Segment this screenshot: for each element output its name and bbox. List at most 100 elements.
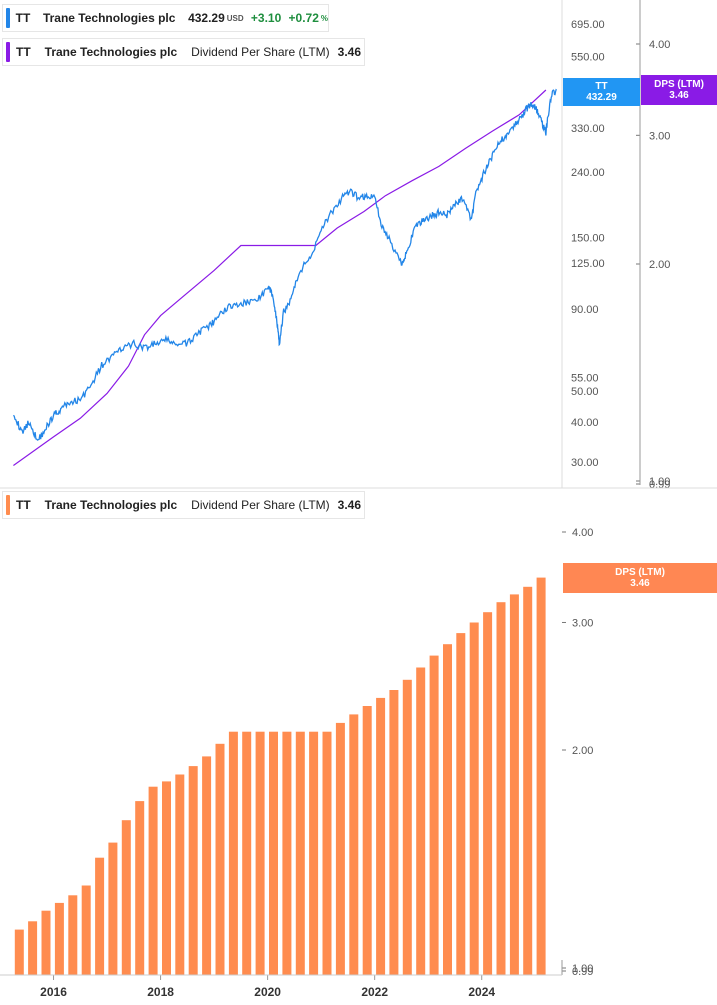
price-axis-tick-4: 150.00 xyxy=(571,233,605,245)
dps-bar-18 xyxy=(255,731,265,975)
dps-bar-17 xyxy=(242,731,252,975)
dps-bar-30 xyxy=(416,667,426,975)
legend-price-swatch xyxy=(6,8,10,28)
legend-dps-bottom-metric: Dividend Per Share (LTM) xyxy=(191,498,330,512)
price-axis: 695.00 550.00 330.00 240.00 150.00 125.00 90.0… xyxy=(571,19,605,469)
price-badge: TT 432.29 xyxy=(563,78,640,106)
dps-bar-34 xyxy=(469,622,479,975)
dps-bar-21 xyxy=(295,731,305,975)
dps-line-series xyxy=(13,89,547,466)
price-axis-tick-1: 550.00 xyxy=(571,52,605,64)
dps-bar-35 xyxy=(483,612,493,975)
dps-bar-20 xyxy=(282,731,292,975)
dps-bar-14 xyxy=(202,756,212,975)
dps-bar-0 xyxy=(14,929,24,975)
x-axis-tick-0: 2016 xyxy=(40,985,67,999)
price-axis-tick-2: 330.00 xyxy=(571,123,605,135)
dps-bar-28 xyxy=(389,690,399,975)
dps-bar-8 xyxy=(121,820,131,975)
dps-bar-16 xyxy=(228,731,238,975)
dps-badge-top-value: 3.46 xyxy=(669,90,689,101)
dps-bar-26 xyxy=(362,706,372,975)
legend-price-ticker: TT xyxy=(15,11,31,25)
dps-bar-12 xyxy=(175,774,185,975)
dps-bar-38 xyxy=(523,586,533,975)
dps-axis-top-tick-0: 4.00 xyxy=(649,39,670,51)
x-axis-tick-2: 2020 xyxy=(254,985,281,999)
dps-axis-bottom-tick-3: 1.00 xyxy=(572,963,593,975)
price-badge-ticker: TT xyxy=(595,81,608,92)
legend-price-value: 432.29 xyxy=(188,11,225,25)
price-axis-tick-6: 90.00 xyxy=(571,304,599,316)
price-axis-tick-7: 55.00 xyxy=(571,373,599,385)
dps-badge-top: DPS (LTM) 3.46 xyxy=(641,75,717,105)
dps-axis-top-tick-3: 1.00 xyxy=(649,476,670,488)
legend-dps-top-metric: Dividend Per Share (LTM) xyxy=(191,45,330,59)
dps-bar-13 xyxy=(188,766,198,975)
dps-badge-bottom-value: 3.46 xyxy=(630,578,650,589)
dps-axis-top-tick-2: 2.00 xyxy=(649,259,670,271)
price-axis-tick-10: 30.00 xyxy=(571,457,599,469)
dps-bar-25 xyxy=(349,714,359,975)
legend-price-change-pct: +0.72 xyxy=(288,11,319,25)
legend-dps-top: TT Trane Technologies plc Dividend Per S… xyxy=(2,38,365,66)
legend-price-change: +3.10 xyxy=(250,11,282,25)
dps-bar-39 xyxy=(536,577,546,975)
dps-bar-3 xyxy=(54,902,64,975)
dps-bar-7 xyxy=(108,842,118,975)
dps-bar-10 xyxy=(148,786,158,975)
legend-price: TT Trane Technologies plc 432.29 USD +3.… xyxy=(2,4,329,32)
legend-dps-top-ticker: TT xyxy=(16,45,31,59)
price-badge-value: 432.29 xyxy=(586,92,617,103)
bar-series xyxy=(14,577,546,975)
dps-axis-bottom: 4.00 3.00 2.00 1.000.99 xyxy=(561,527,593,978)
legend-dps-top-swatch xyxy=(6,42,10,62)
dps-bar-15 xyxy=(215,743,225,975)
x-axis: 2016 2018 2020 2022 2024 xyxy=(40,975,495,999)
dps-axis-bottom-tick-2: 2.00 xyxy=(572,745,593,757)
dps-bar-6 xyxy=(95,857,105,975)
price-line-series xyxy=(12,88,558,441)
x-axis-tick-4: 2024 xyxy=(468,985,495,999)
dps-axis-bottom-tick-1: 3.00 xyxy=(572,617,593,629)
price-axis-tick-3: 240.00 xyxy=(571,167,605,179)
legend-dps-bottom-name: Trane Technologies plc xyxy=(44,498,178,512)
x-axis-tick-3: 2022 xyxy=(361,985,388,999)
x-axis-tick-1: 2018 xyxy=(147,985,174,999)
legend-dps-bottom: TT Trane Technologies plc Dividend Per S… xyxy=(2,491,365,519)
dps-axis-bottom-tick-0: 4.00 xyxy=(572,527,593,539)
dps-bar-4 xyxy=(68,895,78,975)
dps-bar-2 xyxy=(41,910,51,975)
legend-dps-top-name: Trane Technologies plc xyxy=(44,45,178,59)
legend-price-unit: USD xyxy=(226,13,244,23)
legend-dps-top-value: 3.46 xyxy=(337,45,362,59)
legend-dps-bottom-ticker: TT xyxy=(16,498,31,512)
dps-bar-24 xyxy=(335,722,345,975)
dps-bar-36 xyxy=(496,602,506,975)
dps-badge-bottom: DPS (LTM) 3.46 xyxy=(563,563,717,593)
dps-bar-29 xyxy=(402,679,412,975)
dps-bar-19 xyxy=(269,731,278,975)
dps-bar-22 xyxy=(309,731,319,975)
price-axis-tick-0: 695.00 xyxy=(571,19,605,31)
legend-price-name: Trane Technologies plc xyxy=(42,11,176,25)
price-axis-tick-8: 50.00 xyxy=(571,386,599,398)
price-axis-tick-9: 40.00 xyxy=(571,417,599,429)
dps-bar-33 xyxy=(456,633,466,975)
price-axis-tick-5: 125.00 xyxy=(571,258,605,270)
dps-bar-5 xyxy=(81,885,91,975)
dps-bar-27 xyxy=(376,697,386,975)
dps-bar-23 xyxy=(322,731,332,975)
legend-dps-bottom-value: 3.46 xyxy=(337,498,362,512)
dps-bar-1 xyxy=(28,921,38,975)
dps-axis-bottom-tick-4: 0.99 xyxy=(572,966,593,978)
dps-bar-11 xyxy=(162,781,171,975)
dps-badge-top-label: DPS (LTM) xyxy=(654,79,704,90)
dps-axis-top-tick-1: 3.00 xyxy=(649,130,670,142)
dps-axis-top: 4.00 3.00 2.00 1.000.99 xyxy=(636,39,670,491)
dps-bar-32 xyxy=(443,644,452,975)
legend-price-pct-sign: % xyxy=(320,13,329,23)
dps-bar-9 xyxy=(135,801,145,975)
dps-bar-31 xyxy=(429,655,439,975)
